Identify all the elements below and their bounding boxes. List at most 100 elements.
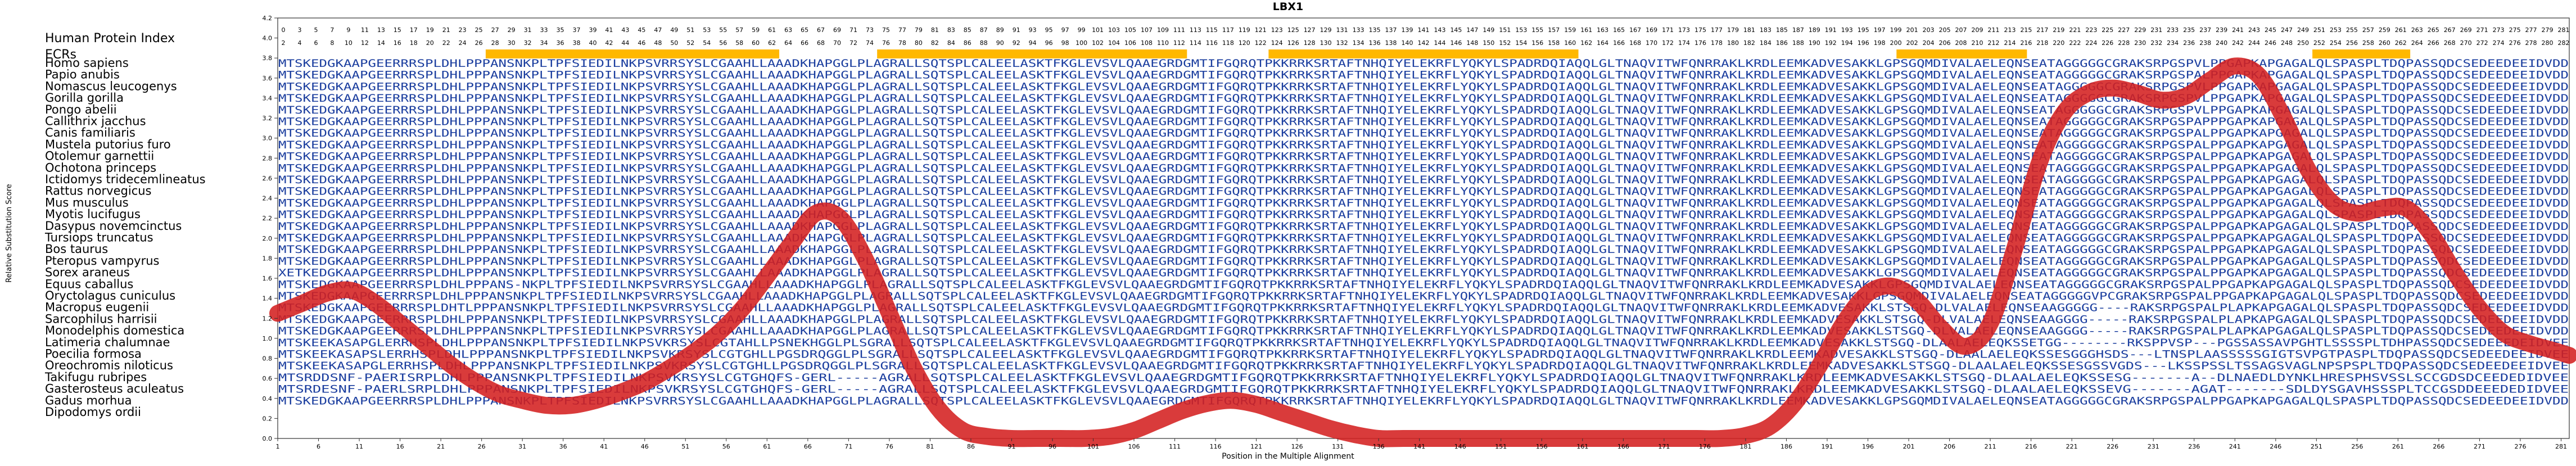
index-tick-bottom: 20	[426, 39, 434, 47]
index-tick-top: 157	[1548, 26, 1560, 34]
index-tick-bottom: 36	[557, 39, 564, 47]
x-tick-label: 41	[600, 443, 608, 450]
index-tick-top: 65	[801, 26, 808, 34]
index-tick-top: 55	[719, 26, 727, 34]
index-tick-top: 107	[1141, 26, 1153, 34]
x-tick-label: 16	[396, 443, 404, 450]
index-tick-bottom: 282	[2558, 39, 2570, 47]
sequence-row: MTSKEDGKAAPGEERRRSPLDHLPPPANSNKPLTPFSIED…	[278, 244, 2569, 256]
y-tick-label: 1.8	[263, 255, 273, 262]
index-tick-top: 189	[1809, 26, 1820, 34]
index-tick-bottom: 108	[1141, 39, 1153, 47]
index-tick-top: 173	[1678, 26, 1690, 34]
x-tick-label: 116	[1210, 443, 1222, 450]
sequence-row: MTSKEDGKAAPGEERRRSPLDHLPPPANSNKPLTPFSIED…	[278, 81, 2569, 93]
index-tick-bottom: 48	[654, 39, 662, 47]
index-tick-bottom: 166	[1613, 39, 1625, 47]
index-tick-top: 29	[508, 26, 516, 34]
index-tick-top: 9	[346, 26, 350, 34]
index-tick-bottom: 254	[2330, 39, 2342, 47]
x-tick-label: 56	[722, 443, 730, 450]
index-tick-bottom: 140	[1402, 39, 1413, 47]
index-tick-top: 223	[2085, 26, 2097, 34]
y-tick-label: 4.2	[263, 15, 273, 22]
index-tick-bottom: 46	[638, 39, 645, 47]
x-tick-label: 176	[1699, 443, 1711, 450]
index-tick-bottom: 82	[931, 39, 939, 47]
index-tick-top: 161	[1580, 26, 1592, 34]
ecr-block	[1896, 49, 2027, 58]
index-tick-top: 67	[817, 26, 825, 34]
index-tick-bottom: 208	[1955, 39, 1967, 47]
index-tick-top: 207	[1955, 26, 1967, 34]
index-tick-top: 211	[1988, 26, 2000, 34]
index-tick-bottom: 88	[980, 39, 988, 47]
index-tick-bottom: 76	[882, 39, 890, 47]
index-tick-top: 79	[915, 26, 923, 34]
index-tick-bottom: 196	[1858, 39, 1869, 47]
x-tick-label: 256	[2351, 443, 2363, 450]
y-tick-label: 2.6	[263, 175, 273, 182]
ecr-block	[877, 49, 1187, 58]
index-tick-top: 201	[1906, 26, 1918, 34]
index-tick-bottom: 188	[1792, 39, 1804, 47]
index-tick-top: 205	[1939, 26, 1951, 34]
index-tick-bottom: 220	[2053, 39, 2064, 47]
index-tick-top: 11	[361, 26, 369, 34]
sequence-row: MTSKEDGKAAPGEERRRSPLDHLPPPANSNKPLTPFSIED…	[278, 105, 2569, 116]
x-tick-label: 141	[1413, 443, 1425, 450]
y-tick-label: 2.2	[263, 215, 273, 222]
sequence-row: MTSKEDGKAAPGEERRRSPLDHLPPPANS-NKPLTPFSIE…	[278, 279, 2569, 291]
sequence-layer: MTSKEDGKAAPGEERRRSPLDHLPPPANSNKPLTPFSIED…	[278, 58, 2569, 407]
index-tick-bottom: 272	[2476, 39, 2488, 47]
index-tick-bottom: 200	[1890, 39, 1902, 47]
species-label: Sorex araneus	[45, 266, 130, 279]
x-tick-label: 81	[926, 443, 934, 450]
index-tick-top: 183	[1760, 26, 1771, 34]
index-tick-bottom: 84	[947, 39, 955, 47]
index-tick-top: 235	[2183, 26, 2195, 34]
index-tick-top: 253	[2330, 26, 2342, 34]
sequence-row: MTSKEDGKAAPGEERRRSPLDHLPPPANSNKPLTPFSIED…	[278, 174, 2569, 186]
index-tick-top: 21	[442, 26, 450, 34]
sequence-row: MTSRDESNF-PAERLSRPLDHLPPPANSNKPLTPFSIEDI…	[278, 384, 2569, 396]
y-tick-label: 3.8	[263, 55, 273, 62]
species-label: Oryctolagus cuniculus	[45, 289, 175, 302]
index-tick-bottom: 146	[1450, 39, 1462, 47]
species-label: Homo sapiens	[45, 56, 129, 70]
sequence-row: MTSKEDGKAAPGEERRRSPLDHLPPPANSNKPLTPFSIED…	[278, 221, 2569, 233]
sequence-row: MTSKEDGKAAPGEERRRSPLDHLPPPANSNKPLTPFSIED…	[278, 70, 2569, 82]
index-tick-top: 271	[2476, 26, 2488, 34]
index-tick-top: 95	[1045, 26, 1053, 34]
index-tick-bottom: 32	[524, 39, 532, 47]
x-tick-label: 71	[844, 443, 852, 450]
index-tick-bottom: 258	[2362, 39, 2374, 47]
index-tick-bottom: 156	[1531, 39, 1543, 47]
index-tick-bottom: 130	[1320, 39, 1332, 47]
sequence-row: MTSKEDGKAAPGEERRRSPLDHLPPPANSNKPLTPFSIED…	[278, 209, 2569, 221]
index-tick-bottom: 244	[2248, 39, 2260, 47]
index-tick-bottom: 170	[1646, 39, 1657, 47]
index-tick-bottom: 164	[1597, 39, 1608, 47]
curve-layer	[269, 57, 2576, 447]
x-tick-label: 191	[1822, 443, 1833, 450]
index-tick-top: 215	[2020, 26, 2032, 34]
index-tick-top: 31	[524, 26, 532, 34]
index-tick-bottom: 278	[2525, 39, 2537, 47]
x-tick-label: 26	[478, 443, 486, 450]
index-tick-top: 163	[1597, 26, 1608, 34]
index-tick-bottom: 124	[1271, 39, 1283, 47]
x-tick-label: 246	[2270, 443, 2281, 450]
index-tick-bottom: 118	[1222, 39, 1234, 47]
x-tick-label: 21	[437, 443, 445, 450]
index-tick-top: 77	[898, 26, 906, 34]
y-tick-label: 2.4	[263, 195, 273, 202]
sequence-row: MTSKEDGKAAPGEERRRSPLDHTLPPPANSNKPLTPFSIE…	[278, 302, 2569, 314]
index-tick-top: 87	[980, 26, 988, 34]
index-tick-top: 159	[1564, 26, 1576, 34]
y-tick-label: 1.6	[263, 275, 273, 282]
y-tick-label: 2.0	[263, 235, 273, 242]
index-tick-bottom: 120	[1239, 39, 1250, 47]
